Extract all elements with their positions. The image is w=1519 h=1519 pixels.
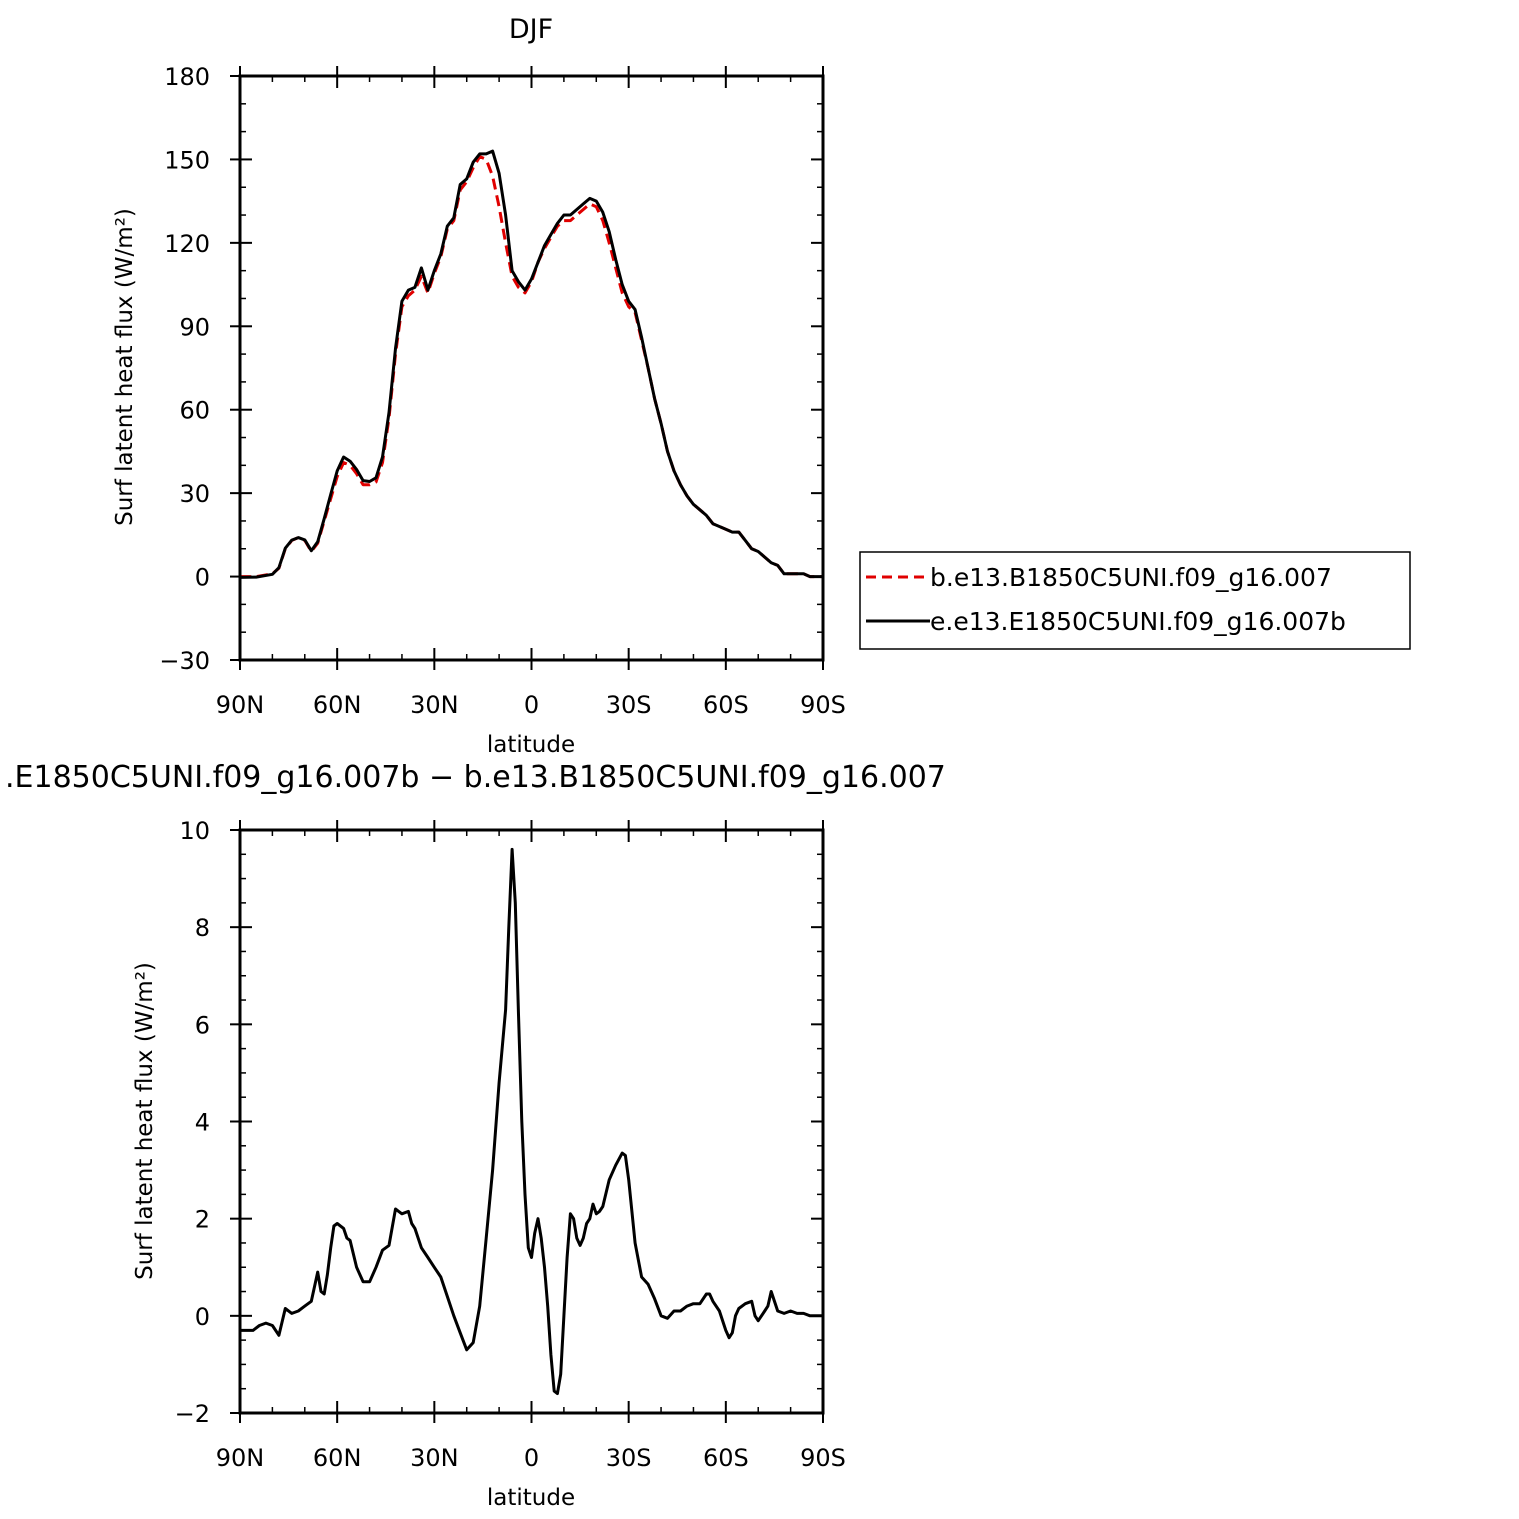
bottom-ytick-label: 8 bbox=[195, 914, 210, 942]
top-axis-ticks bbox=[230, 66, 824, 670]
top-xtick-label: 60S bbox=[703, 691, 749, 719]
top-xtick-label: 0 bbox=[524, 691, 539, 719]
top-ytick-label: 180 bbox=[164, 63, 210, 91]
bottom-xtick-label: 60S bbox=[703, 1444, 749, 1472]
bottom-axis-ticks bbox=[230, 820, 824, 1423]
bottom-ytick-label: −2 bbox=[175, 1400, 210, 1428]
legend-box bbox=[859, 551, 1411, 650]
bottom-xtick-label: 90N bbox=[216, 1444, 265, 1472]
bottom-ytick-label: 2 bbox=[195, 1206, 210, 1234]
top-xtick-label: 30N bbox=[410, 691, 459, 719]
bottom-xtick-label: 30S bbox=[606, 1444, 652, 1472]
bottom-panel: .E1850C5UNI.f09_g16.007b − b.e13.B1850C5… bbox=[5, 760, 946, 1511]
bottom-xtick-label: 0 bbox=[524, 1444, 539, 1472]
top-plot-frame bbox=[238, 74, 825, 662]
bottom-ytick-label: 0 bbox=[195, 1303, 210, 1331]
top-ytick-label: 150 bbox=[164, 146, 210, 174]
bottom-series-line-1 bbox=[240, 847, 823, 1396]
bottom-ylabel: Surf latent heat flux (W/m²) bbox=[132, 962, 158, 1280]
legend-entry-1: b.e13.B1850C5UNI.f09_g16.007 bbox=[930, 563, 1332, 592]
top-xlabel: latitude bbox=[487, 732, 575, 758]
top-ylabel: Surf latent heat flux (W/m²) bbox=[112, 208, 138, 526]
bottom-xlabel: latitude bbox=[487, 1485, 575, 1511]
top-series-line-2 bbox=[239, 149, 823, 579]
legend-entry-2: e.e13.E1850C5UNI.f09_g16.007b bbox=[930, 607, 1346, 636]
bottom-plot-frame bbox=[238, 828, 825, 1415]
bottom-title: .E1850C5UNI.f09_g16.007b − b.e13.B1850C5… bbox=[5, 760, 946, 795]
top-ytick-label: 30 bbox=[179, 480, 210, 508]
top-ytick-label: −30 bbox=[159, 647, 210, 675]
bottom-series-lines bbox=[240, 847, 823, 1396]
top-ytick-label: 120 bbox=[164, 230, 210, 258]
bottom-xtick-label: 90S bbox=[800, 1444, 846, 1472]
top-title: DJF bbox=[509, 14, 553, 45]
bottom-ytick-label: 10 bbox=[179, 817, 210, 845]
bottom-xtick-label: 60N bbox=[313, 1444, 362, 1472]
top-xtick-label: 90N bbox=[216, 691, 265, 719]
legend: b.e13.B1850C5UNI.f09_g16.007 e.e13.E1850… bbox=[859, 551, 1411, 650]
bottom-ytick-label: 4 bbox=[195, 1109, 210, 1137]
bottom-ytick-label: 6 bbox=[195, 1011, 210, 1039]
top-ytick-label: 90 bbox=[179, 313, 210, 341]
top-xtick-label: 30S bbox=[606, 691, 652, 719]
top-xtick-label: 60N bbox=[313, 691, 362, 719]
top-ytick-label: 0 bbox=[195, 564, 210, 592]
top-series-line-1 bbox=[240, 155, 823, 579]
bottom-xtick-label: 30N bbox=[410, 1444, 459, 1472]
top-xtick-label: 90S bbox=[800, 691, 846, 719]
top-panel: DJF 90N 60N 30N 0 30S 60S 90S −30 0 30 60 90 120 150 1… bbox=[112, 14, 846, 758]
top-ytick-label: 60 bbox=[179, 397, 210, 425]
bottom-tick-labels: 90N 60N 30N 0 30S 60S 90S −2 0 2 4 6 8 10 bbox=[175, 817, 846, 1472]
top-tick-labels: 90N 60N 30N 0 30S 60S 90S −30 0 30 60 90 120 150 180 bbox=[159, 63, 846, 719]
top-series-lines bbox=[239, 149, 823, 579]
